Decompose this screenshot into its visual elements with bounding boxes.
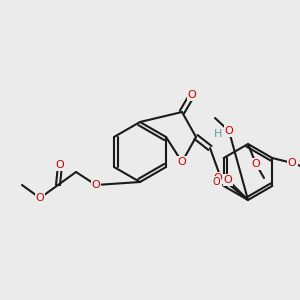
- Text: O: O: [92, 180, 100, 190]
- Text: H: H: [214, 129, 222, 139]
- Text: O: O: [212, 177, 220, 187]
- Text: O: O: [225, 126, 233, 136]
- Text: O: O: [214, 173, 222, 183]
- Text: O: O: [252, 159, 260, 169]
- Text: O: O: [224, 175, 232, 185]
- Text: O: O: [288, 158, 297, 168]
- Text: O: O: [178, 157, 186, 167]
- Text: O: O: [36, 193, 44, 203]
- Text: O: O: [188, 90, 196, 100]
- Text: O: O: [56, 160, 64, 170]
